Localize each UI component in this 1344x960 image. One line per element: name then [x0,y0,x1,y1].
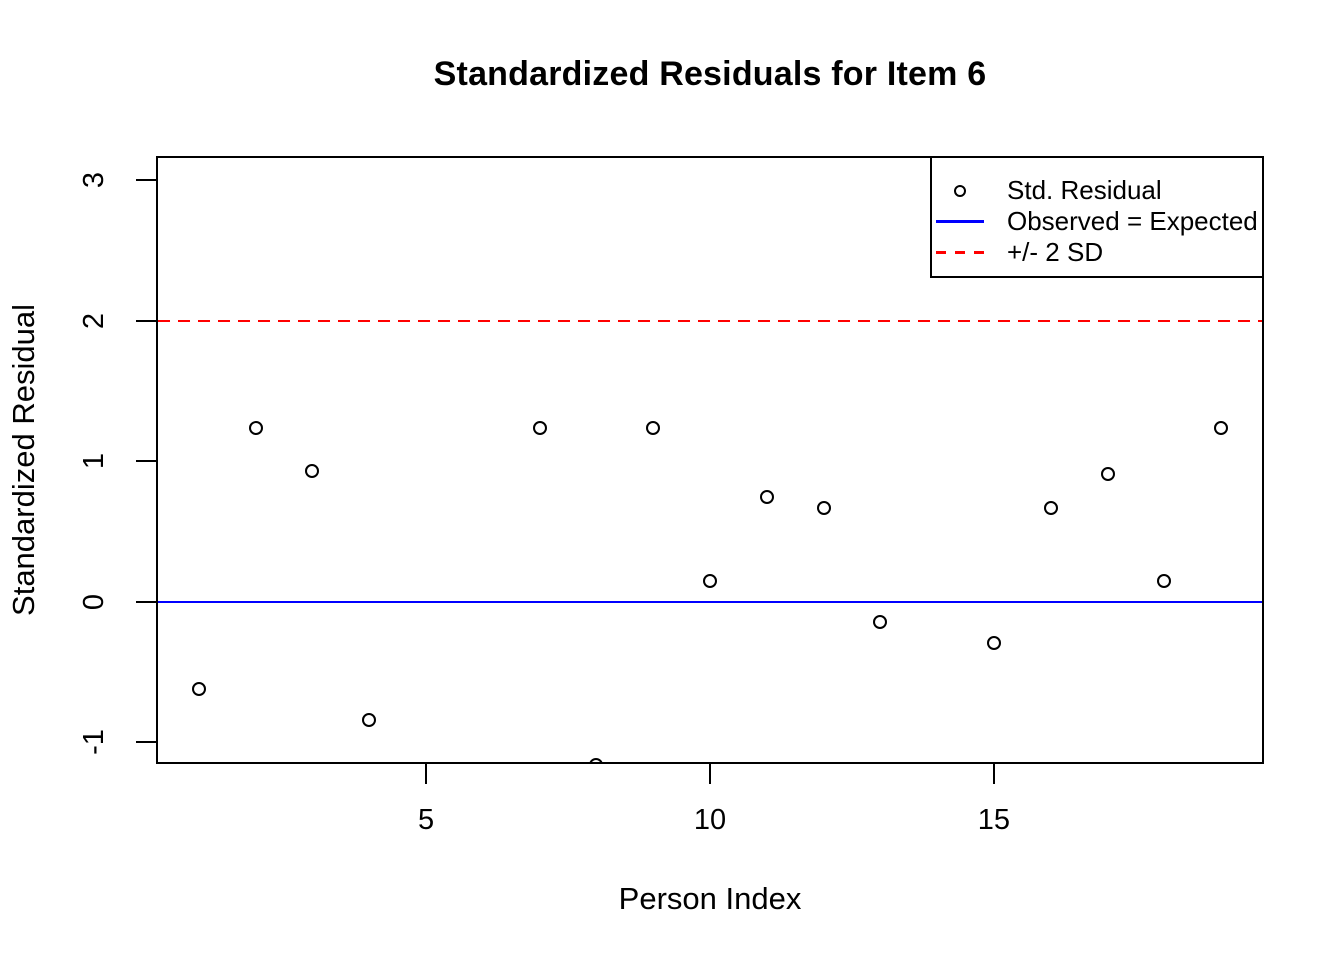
y-tick [136,600,156,603]
y-tick [136,460,156,463]
data-point [1100,467,1115,482]
data-point [646,420,661,435]
data-point [1043,500,1058,515]
data-point [589,757,604,762]
x-axis-title: Person Index [618,881,802,916]
y-tick-label: -1 [77,729,110,756]
x-tick [709,764,711,784]
legend-entry-observed-expected: Observed = Expected [932,206,1262,237]
x-tick [425,764,428,784]
solid-line-icon [936,220,984,223]
data-point [362,712,377,727]
y-tick [136,179,156,182]
legend-box: Std. Residual Observed = Expected +/- 2 … [930,156,1264,278]
legend-label: +/- 2 SD [1007,237,1104,267]
x-tick-label: 10 [693,804,727,836]
y-tick [136,319,156,322]
data-point [305,464,320,479]
dashed-line-icon [936,251,984,254]
legend-entry-2sd: +/- 2 SD [932,237,1262,268]
solid-reference-line [158,600,1262,603]
data-point [191,681,206,696]
data-point [1214,420,1229,435]
legend-label: Std. Residual [1007,175,1162,205]
data-point [703,573,717,588]
data-point [248,420,263,435]
data-point [532,420,547,435]
chart-title: Standardized Residuals for Item 6 [433,55,987,93]
y-tick [136,741,156,744]
open-circle-icon [954,184,966,197]
legend-label: Observed = Expected [1007,206,1258,236]
x-tick [992,764,995,784]
data-point [873,614,888,629]
dashed-reference-line [158,319,1262,322]
data-point [986,635,1001,650]
data-point [816,500,831,515]
x-tick-label: 15 [977,804,1011,836]
y-tick-label: 0 [77,593,110,610]
y-tick-label: 1 [77,453,110,470]
legend-entry-std-residual: Std. Residual [932,175,1262,206]
y-axis-title: Standardized Residual [6,304,41,616]
data-point [1157,573,1172,588]
x-tick-label: 5 [417,804,435,836]
data-point [759,489,774,504]
y-tick-label: 2 [77,312,110,330]
y-tick-label: 3 [77,172,110,189]
